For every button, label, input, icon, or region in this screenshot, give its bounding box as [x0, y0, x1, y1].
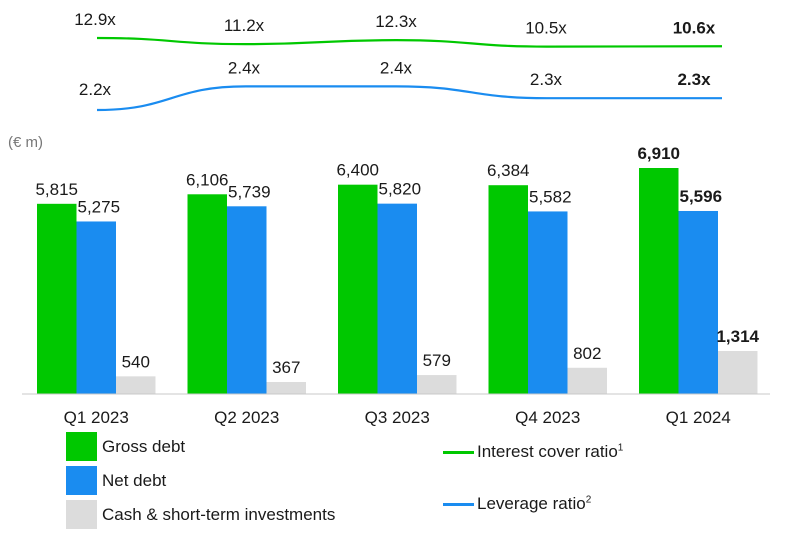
bar-label-2-3: 802 — [573, 344, 601, 363]
line-label-0-1: 11.2x — [224, 16, 265, 35]
bar-2-0 — [116, 376, 156, 394]
bar-1-2 — [377, 203, 417, 394]
legend-net-debt: Net debt — [66, 466, 166, 495]
legend-line-leverage — [443, 502, 474, 506]
bar-label-0-2: 6,400 — [336, 161, 379, 180]
line-label-1-1: 2.4x — [228, 58, 261, 77]
unit-label: (€ m) — [8, 134, 43, 151]
legend-leverage: Leverage ratio2 — [443, 494, 591, 514]
x-tick-4: Q1 2024 — [666, 408, 731, 427]
legend-swatch-net-debt — [66, 466, 97, 495]
legend-label-cash: Cash & short-term investments — [102, 504, 336, 524]
bar-label-0-4: 6,910 — [637, 144, 680, 163]
bar-1-4 — [678, 210, 718, 394]
bar-1-0 — [76, 221, 116, 394]
bar-label-1-0: 5,275 — [78, 197, 121, 216]
bar-label-1-4: 5,596 — [680, 187, 723, 206]
bar-label-2-1: 367 — [272, 358, 300, 377]
bar-1-1 — [227, 206, 267, 394]
legend-label-interest-cover: Interest cover ratio1 — [477, 442, 624, 461]
x-tick-2: Q3 2023 — [365, 408, 430, 427]
legend-label-gross-debt: Gross debt — [102, 436, 186, 456]
line-1 — [96, 85, 722, 112]
legend-label-leverage: Leverage ratio2 — [477, 494, 592, 513]
legend-interest-cover: Interest cover ratio1 — [443, 442, 623, 462]
bar-2-1 — [266, 381, 306, 394]
bar-0-2 — [338, 184, 378, 394]
bar-label-1-3: 5,582 — [529, 187, 572, 206]
line-label-0-2: 12.3x — [375, 12, 417, 31]
bar-2-2 — [417, 375, 457, 394]
bar-label-0-3: 6,384 — [487, 161, 530, 180]
ratio-lines: 12.9x 11.2x 12.3x 10.5x 10.6x 2.2x 2.4x 2.4x 2.3… — [74, 10, 723, 112]
line-label-1-0: 2.2x — [79, 80, 112, 99]
bar-label-2-4: 1,314 — [716, 327, 759, 346]
x-tick-1: Q2 2023 — [214, 408, 279, 427]
legend-line-interest-cover — [443, 450, 474, 454]
line-label-1-2: 2.4x — [380, 58, 413, 77]
bar-label-0-0: 5,815 — [35, 180, 78, 199]
line-label-0-3: 10.5x — [525, 19, 567, 38]
legend-swatch-cash — [66, 500, 97, 529]
line-label-0-4: 10.6x — [673, 18, 716, 37]
bar-label-1-2: 5,820 — [379, 180, 422, 199]
line-label-0-0: 12.9x — [74, 10, 116, 29]
x-ticks: Q1 2023 Q2 2023 Q3 2023 Q4 2023 Q1 2024 — [64, 408, 731, 427]
bar-0-0 — [37, 203, 77, 394]
legend-label-net-debt: Net debt — [102, 470, 167, 490]
bar-0-3 — [488, 185, 528, 394]
bar-label-0-1: 6,106 — [186, 170, 229, 189]
bar-0-4 — [639, 168, 679, 394]
line-label-1-4: 2.3x — [677, 70, 711, 89]
bar-0-1 — [187, 194, 227, 394]
bar-1-3 — [528, 211, 568, 394]
bar-2-3 — [567, 367, 607, 394]
bar-label-2-2: 579 — [423, 351, 451, 370]
bar-2-4 — [718, 351, 758, 394]
bar-label-2-0: 540 — [122, 352, 150, 371]
x-tick-0: Q1 2023 — [64, 408, 129, 427]
bar-label-1-1: 5,739 — [228, 182, 271, 201]
line-label-1-3: 2.3x — [530, 70, 563, 89]
x-tick-3: Q4 2023 — [515, 408, 580, 427]
line-0 — [96, 36, 723, 48]
legend-cash: Cash & short-term investments — [66, 500, 335, 529]
legend-swatch-gross-debt — [66, 432, 97, 461]
legend-gross-debt: Gross debt — [66, 432, 185, 461]
